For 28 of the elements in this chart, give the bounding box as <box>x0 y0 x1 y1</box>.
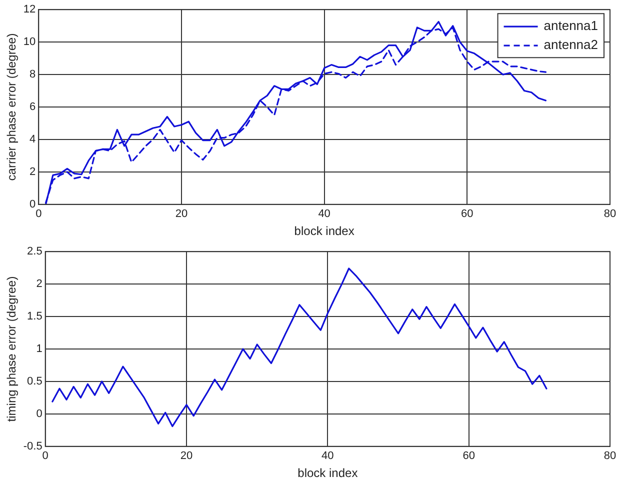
y-tick-label: 2.5 <box>27 246 42 258</box>
y-tick-label: 2 <box>30 166 36 178</box>
y-tick-label: 0 <box>36 408 42 420</box>
y-axis-title: carrier phase error (degree) <box>4 33 19 181</box>
y-tick-label: 1.5 <box>27 310 42 323</box>
legend-label: antenna2 <box>544 37 598 52</box>
y-tick-label: 12 <box>23 4 36 16</box>
y-tick-label: 2 <box>36 278 42 290</box>
legend-label: antenna1 <box>544 18 598 34</box>
x-axis-title: block index <box>298 466 358 480</box>
y-axis-title: timing phase error (degree) <box>4 276 19 422</box>
x-tick-label: 40 <box>318 208 330 220</box>
y-tick-label: 0 <box>30 198 36 210</box>
y-tick-label: 8 <box>30 68 36 81</box>
y-tick-label: 1 <box>36 343 42 356</box>
y-tick-label: 4 <box>30 134 36 146</box>
x-tick-label: 40 <box>322 450 334 462</box>
y-tick-label: 0.5 <box>27 376 42 388</box>
x-tick-label: 20 <box>175 208 188 220</box>
x-axis-title: block index <box>294 224 354 238</box>
x-tick-label: 20 <box>180 450 193 462</box>
x-tick-label: 80 <box>604 450 616 462</box>
x-tick-label: 60 <box>461 208 474 220</box>
x-tick-label: 80 <box>604 208 616 220</box>
y-tick-label: 6 <box>30 101 36 114</box>
y-tick-label: -0.5 <box>23 440 42 452</box>
x-tick-label: 60 <box>462 450 475 462</box>
y-tick-label: 10 <box>23 36 36 48</box>
